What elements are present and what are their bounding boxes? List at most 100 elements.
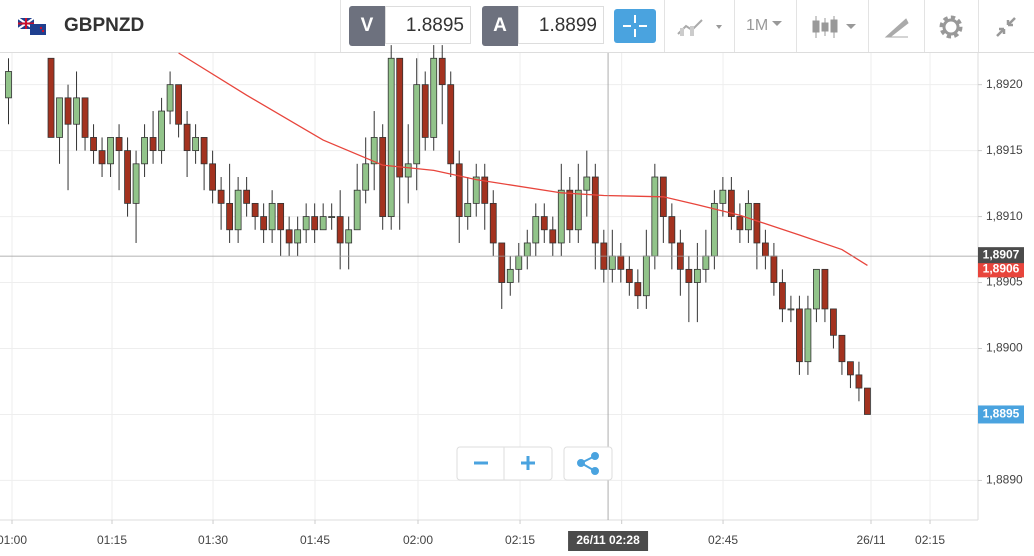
candle-body [166, 84, 174, 112]
candle-body [464, 202, 472, 217]
candle-body [455, 163, 463, 217]
chart-type-button[interactable] [676, 16, 728, 38]
separator [664, 0, 665, 52]
candle-body [268, 202, 276, 231]
candle-body [370, 137, 378, 165]
separator [734, 0, 735, 52]
settings-button[interactable] [938, 14, 964, 40]
ask-label[interactable]: A [482, 6, 518, 46]
crosshair-button[interactable] [614, 9, 656, 43]
y-tick-label: 1,8910 [986, 209, 1023, 223]
candle-body [821, 268, 829, 310]
y-tick-label: 1,8890 [986, 473, 1023, 487]
candle-body [770, 255, 778, 283]
timeframe-button[interactable]: 1M [746, 17, 769, 34]
candle-body [540, 216, 548, 231]
candle-body [557, 189, 565, 244]
candle-body [132, 163, 140, 204]
candle-body [200, 137, 208, 165]
candle-body [515, 255, 523, 270]
candle-body [209, 163, 217, 191]
candle-body [421, 84, 429, 138]
candle-body [251, 202, 259, 217]
candle-body [685, 268, 693, 283]
candle-body [847, 361, 854, 376]
x-tick-label: 02:15 [505, 533, 535, 547]
candle-body [855, 374, 863, 389]
candle-body [336, 216, 344, 244]
candle-style-button[interactable] [810, 14, 860, 40]
share-button[interactable] [563, 446, 613, 481]
candle-body [693, 268, 701, 283]
last-price-label: 1,8895 [983, 407, 1020, 421]
candle-body [744, 202, 752, 231]
candle-body [158, 110, 165, 152]
ma-badge-label: 1,8906 [983, 262, 1020, 276]
candle-body [574, 189, 582, 231]
candle-body [243, 189, 251, 204]
candle-body [56, 97, 63, 138]
flag-icon [18, 18, 46, 35]
dropdown-arrow [772, 21, 782, 26]
candle-body [141, 137, 148, 165]
candle-body [489, 202, 497, 244]
crosshair-y-badge [978, 247, 1024, 264]
symbol: GBPNZD [64, 15, 145, 36]
candle-body [387, 57, 395, 217]
separator [796, 0, 797, 52]
candle-body [634, 282, 642, 297]
candle-body [668, 216, 676, 244]
ask-price[interactable]: 1.8899 [518, 6, 604, 44]
bid-price[interactable]: 1.8895 [385, 6, 471, 44]
draw-tool-button[interactable] [884, 15, 910, 39]
candle-body [404, 163, 412, 178]
candle-body [5, 71, 12, 99]
candle-body [226, 202, 234, 231]
x-tick-label: 01:45 [300, 533, 330, 547]
crosshair-x-badge [568, 531, 649, 551]
candle-body [506, 268, 514, 283]
candle-body [319, 216, 327, 231]
candle-body [438, 57, 446, 86]
candle-body [642, 255, 650, 297]
separator [924, 0, 925, 52]
candle-body [277, 202, 285, 231]
x-tick-label: 02:00 [403, 533, 433, 547]
candle-body [192, 137, 200, 152]
candle-body [702, 255, 710, 270]
last-price-badge [978, 405, 1024, 424]
candle-body [472, 176, 480, 204]
candle-body [617, 255, 625, 270]
collapse-button[interactable] [994, 15, 1018, 39]
candle-body [81, 97, 89, 138]
candle-body [779, 282, 786, 310]
toolbar: GBPNZD V 1.8895 A 1.8899 1M [0, 0, 1034, 53]
crosshair-y-label: 1,8907 [983, 247, 1020, 261]
x-tick-label: 01:30 [198, 533, 228, 547]
candle-body [651, 176, 659, 257]
separator [868, 0, 869, 52]
candle-body [73, 97, 80, 125]
candle-body [481, 176, 489, 204]
candle-body [498, 242, 506, 283]
ma-badge [978, 261, 1024, 278]
bid-label[interactable]: V [349, 6, 385, 46]
x-tick-label: 01:00 [0, 533, 27, 547]
zoom-in[interactable] [521, 456, 535, 470]
candle-body [98, 150, 106, 165]
candle-body [566, 189, 574, 231]
candle-body [285, 229, 293, 244]
candle-body [761, 242, 769, 257]
candle-body [813, 268, 820, 310]
candle-body [447, 84, 455, 165]
candle-body [736, 216, 744, 231]
x-tick-label: 02:45 [708, 533, 738, 547]
y-tick-label: 1,8905 [986, 275, 1023, 289]
candle-body [532, 216, 540, 244]
candle-body [64, 97, 72, 125]
candle-body [345, 229, 353, 244]
candle-body [115, 137, 123, 152]
candle-body [608, 255, 616, 270]
x-tick-label: 02:15 [915, 533, 945, 547]
